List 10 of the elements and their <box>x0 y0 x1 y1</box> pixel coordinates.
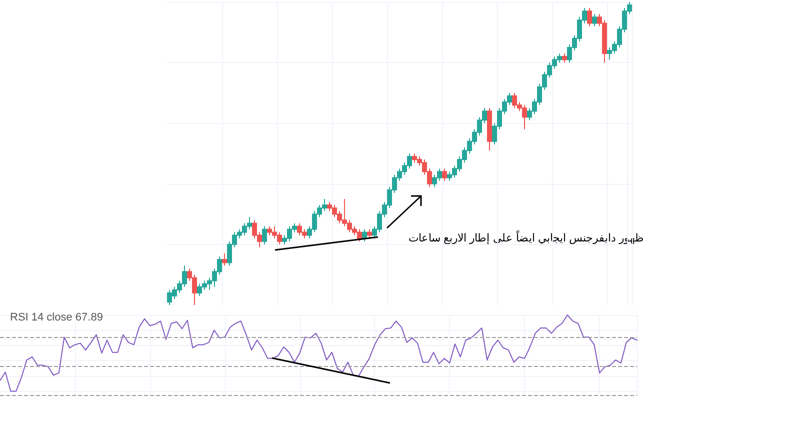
candlestick <box>592 14 597 27</box>
candlestick <box>222 252 227 266</box>
chart-title: RSI 14 close 67.89 <box>10 312 103 324</box>
candlestick <box>587 8 592 27</box>
candlestick <box>562 53 567 64</box>
candlestick <box>487 108 492 151</box>
candlestick <box>362 228 367 242</box>
candlestick <box>262 226 267 245</box>
candlestick <box>442 168 447 182</box>
candlestick <box>367 228 372 239</box>
